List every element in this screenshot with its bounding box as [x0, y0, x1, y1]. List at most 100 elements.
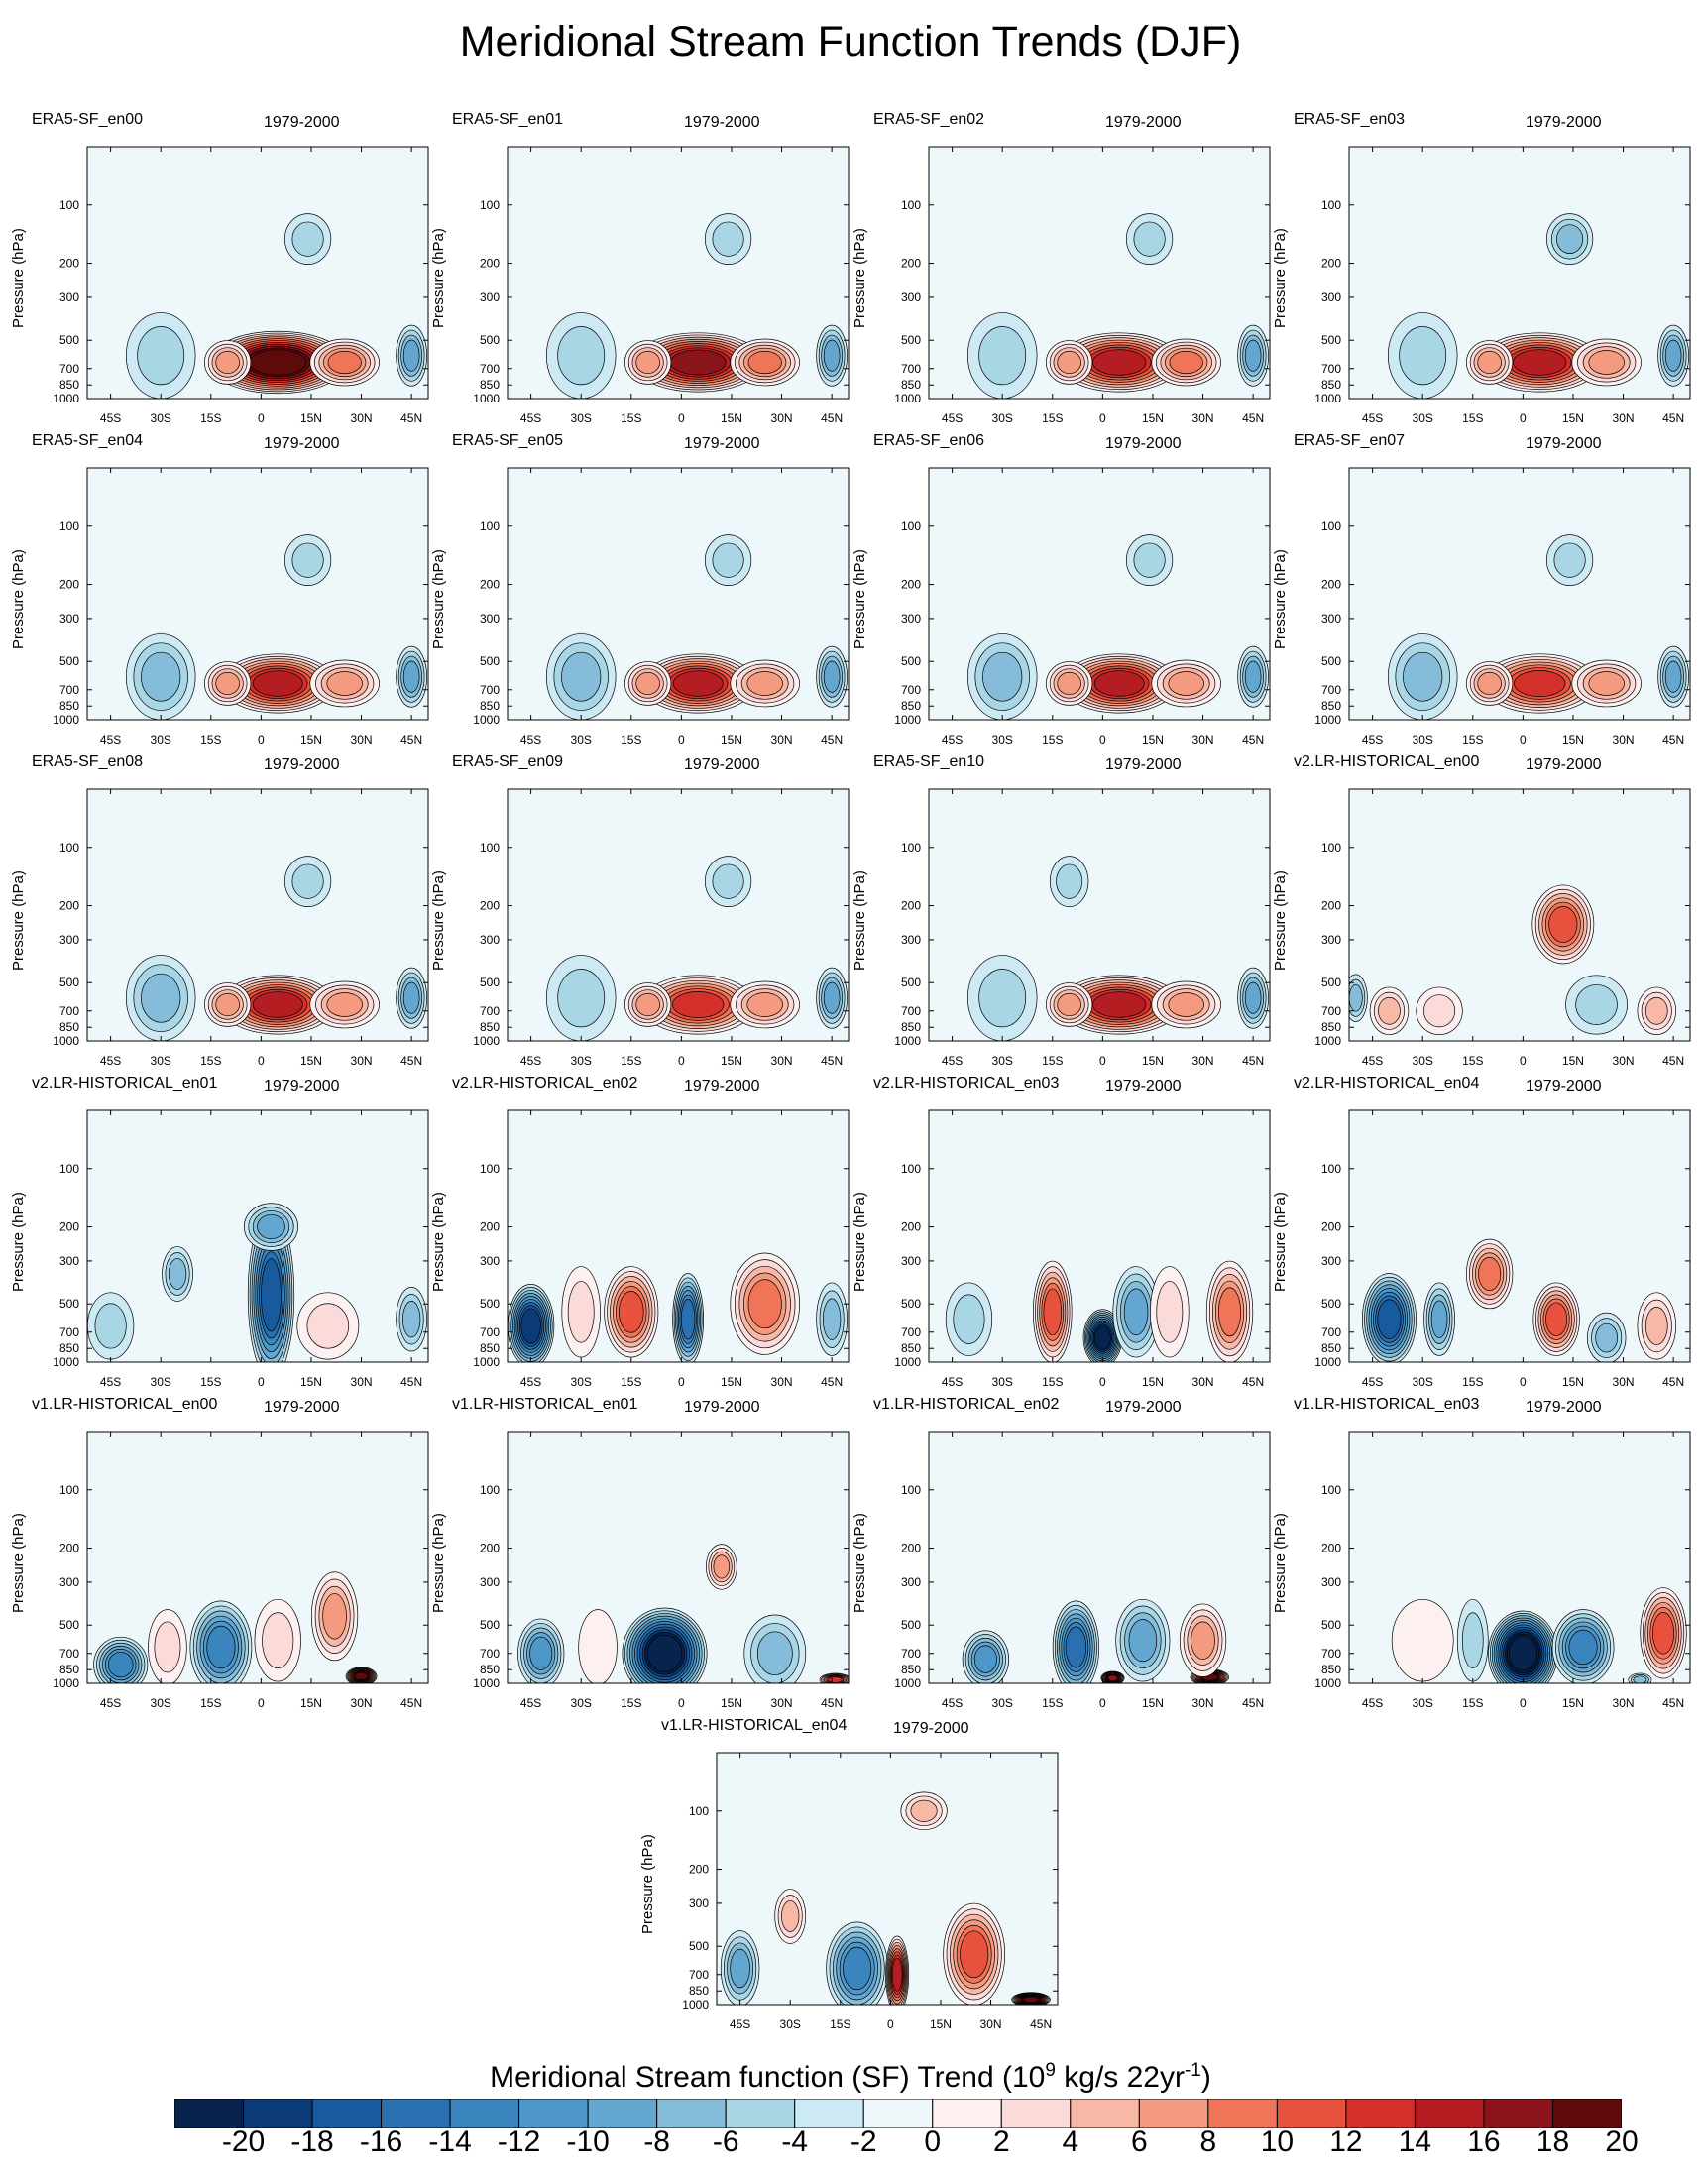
- contour-cell: [1237, 324, 1270, 387]
- contour-level: [1477, 671, 1502, 696]
- contour-cell: [1179, 1603, 1227, 1677]
- panel-period: 1979-2000: [1105, 756, 1182, 773]
- x-tick-label: 15N: [1562, 1375, 1584, 1389]
- x-tick-label: 45N: [821, 1696, 843, 1710]
- colorbar-tick-label: 4: [1062, 2126, 1079, 2158]
- contour-cell: [1545, 534, 1594, 586]
- x-tick-label: 0: [258, 411, 265, 425]
- x-tick-label: 30N: [1192, 1054, 1214, 1068]
- contour-cell: [966, 955, 1038, 1041]
- plot-frame: [928, 1109, 1271, 1363]
- y-tick-label: 100: [901, 841, 921, 855]
- colorbar-title-text: Meridional Stream function (SF) Trend (1…: [490, 2061, 1046, 2094]
- contour-level: [672, 670, 724, 697]
- x-tick-label: 30S: [1413, 1375, 1433, 1389]
- x-tick-label: 0: [678, 1696, 685, 1710]
- contour-level: [1664, 660, 1682, 693]
- y-tick-label: 500: [480, 333, 500, 347]
- colorbar-swatch: [518, 2099, 589, 2128]
- contour-cell: [296, 1292, 360, 1360]
- x-tick-label: 45N: [400, 411, 422, 425]
- y-tick-label: 200: [1321, 1542, 1341, 1555]
- contour-level: [326, 671, 363, 696]
- contour-cell: [396, 645, 428, 708]
- y-tick-label: 300: [480, 612, 500, 626]
- x-tick-label: 15N: [721, 411, 742, 425]
- panel-period: 1979-2000: [1526, 1399, 1602, 1416]
- contour-level: [822, 1298, 842, 1340]
- contour-cell: [774, 1889, 807, 1944]
- y-tick-label: 850: [1321, 378, 1341, 392]
- contour-cell: [730, 980, 800, 1029]
- plot-frame: [1348, 1431, 1691, 1684]
- contour-cell: [1565, 975, 1628, 1035]
- x-tick-label: 30S: [780, 2017, 801, 2031]
- contour-level: [1556, 224, 1584, 254]
- contour-cell: [730, 1252, 800, 1355]
- panel-period: 1979-2000: [264, 435, 340, 452]
- y-tick-label: 100: [901, 1162, 921, 1176]
- x-tick-label: 30S: [1413, 1696, 1433, 1710]
- x-tick-label: 45S: [942, 411, 963, 425]
- contour-cell: [1488, 1610, 1558, 1683]
- x-tick-label: 15N: [721, 1696, 742, 1710]
- x-tick-label: 45S: [520, 1054, 541, 1068]
- panel-label: v1.LR-HISTORICAL_en00: [32, 1396, 218, 1413]
- panel-label: ERA5-SF_en02: [873, 111, 985, 128]
- y-tick-label: 300: [689, 1897, 709, 1910]
- colorbar-swatch: [725, 2099, 796, 2128]
- y-tick-label: 1000: [1314, 1355, 1341, 1369]
- contour-level: [1568, 1629, 1598, 1666]
- contour-level: [1093, 1325, 1111, 1350]
- x-tick-label: 30N: [771, 1696, 793, 1710]
- contour-level: [747, 350, 782, 375]
- contour-level: [257, 1213, 285, 1240]
- y-tick-label: 100: [1321, 519, 1341, 533]
- colorbar-swatch: [311, 2099, 383, 2128]
- y-tick-label: 500: [901, 976, 921, 989]
- x-tick-label: 30S: [571, 1696, 592, 1710]
- contour-cell: [720, 1930, 760, 2005]
- y-tick-label: 300: [59, 1254, 79, 1268]
- contour-level: [1545, 1302, 1568, 1336]
- y-tick-label: 700: [1321, 1004, 1341, 1018]
- colorbar-swatch: [449, 2099, 520, 2128]
- y-tick-label: 300: [901, 1254, 921, 1268]
- colorbar-tick-label: -10: [566, 2126, 610, 2158]
- panel-label: v2.LR-HISTORICAL_en01: [32, 1075, 218, 1092]
- contour-cell: [1052, 1600, 1100, 1683]
- x-tick-label: 45N: [821, 1375, 843, 1389]
- contour-level: [215, 671, 240, 696]
- panel-ERA5-SF_en02: ERA5-SF_en02 1979-2000 Pressure (hPa) 100 20…: [851, 111, 1274, 434]
- y-tick-label: 300: [1321, 612, 1341, 626]
- x-tick-label: 30N: [1613, 1375, 1635, 1389]
- panel-period: 1979-2000: [264, 1399, 340, 1416]
- contour-level: [206, 1625, 236, 1669]
- x-tick-label: 15S: [200, 1375, 221, 1389]
- y-tick-label: 500: [59, 654, 79, 668]
- contour-level: [1123, 1288, 1149, 1336]
- x-tick-label: 15S: [1042, 411, 1063, 425]
- x-tick-label: 0: [258, 1375, 265, 1389]
- y-tick-label: 300: [901, 290, 921, 304]
- x-tick-label: 45S: [100, 1696, 121, 1710]
- x-tick-label: 15S: [1042, 1696, 1063, 1710]
- y-tick-label: 1000: [473, 1034, 500, 1048]
- x-tick-label: 45N: [1030, 2017, 1052, 2031]
- contour-cell: [816, 967, 849, 1029]
- contour-level: [1633, 1675, 1647, 1683]
- contour-level: [746, 671, 783, 696]
- colorbar-swatch: [1276, 2099, 1347, 2128]
- x-tick-label: 15N: [721, 733, 742, 747]
- contour-cell: [826, 1921, 889, 2005]
- y-tick-label: 300: [59, 933, 79, 947]
- contour-cell: [943, 1902, 1006, 2005]
- x-tick-label: 15S: [621, 1054, 641, 1068]
- x-tick-label: 30S: [151, 1375, 171, 1389]
- contour-cell: [622, 1607, 708, 1683]
- plot-frame: [1348, 1109, 1691, 1363]
- y-tick-label: 1000: [894, 1676, 921, 1690]
- contour-cell: [1637, 986, 1677, 1035]
- contour-cell: [1466, 340, 1514, 385]
- plot-frame: [507, 146, 850, 400]
